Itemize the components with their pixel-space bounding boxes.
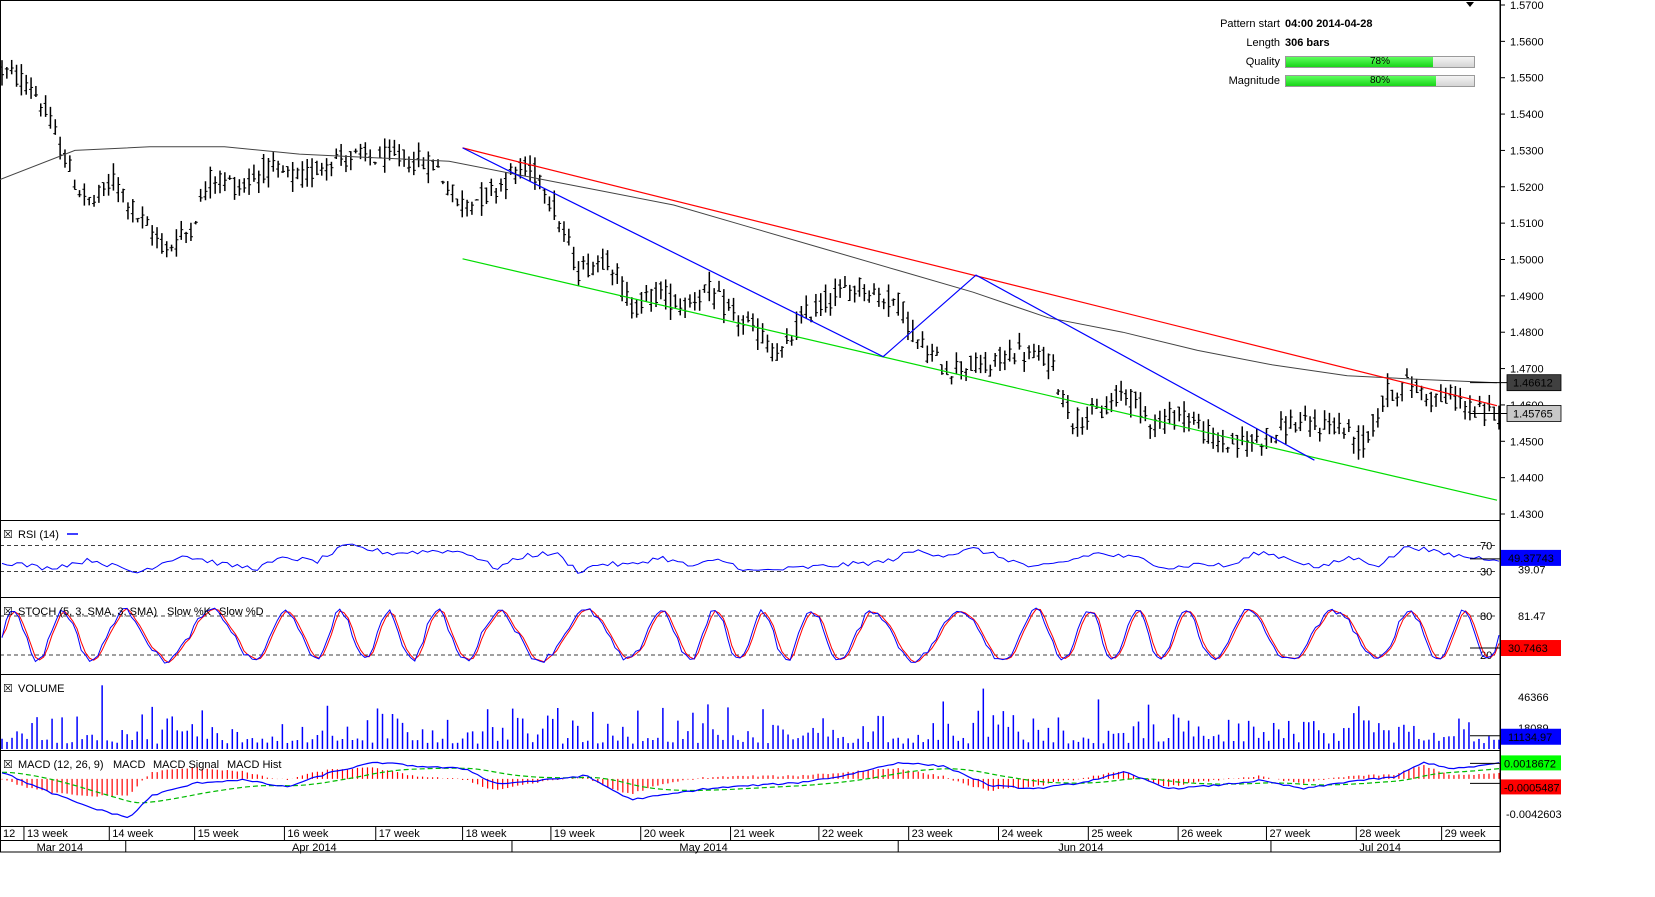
quality-bar-fill	[1286, 57, 1433, 67]
zigzag-line	[462, 147, 1315, 461]
macd-legend-macd: MACD	[113, 759, 145, 771]
price-y-tick-label-8: 1.4900	[1510, 291, 1544, 303]
price-y-tick-label-10: 1.4700	[1510, 364, 1544, 376]
price-y-tick-label-9: 1.4800	[1510, 327, 1544, 339]
x-tick-label-13: 25 week	[1091, 828, 1132, 840]
magnitude-text: 80%	[1369, 75, 1390, 86]
candles-group	[0, 59, 1501, 460]
volume-close-icon: ☒	[3, 683, 13, 695]
length-row: Length 306 bars	[1190, 35, 1490, 53]
macd-legend-signal: MACD Signal	[153, 759, 219, 771]
price-y-tick-label-4: 1.5300	[1510, 145, 1544, 157]
month-label-1: Apr 2014	[292, 842, 337, 854]
x-tick-label-0: 12	[3, 828, 15, 840]
volume-value-badge-bg	[1501, 728, 1561, 745]
macd-signal-badge-bg	[1501, 779, 1561, 795]
support-trend-line	[462, 258, 1498, 501]
price-y-tick-label-6: 1.5100	[1510, 218, 1544, 230]
magnitude-bar: 80%	[1285, 75, 1475, 87]
macd-panel-title: MACD (12, 26, 9)	[18, 759, 104, 771]
stoch-level-label-0: 80	[1480, 611, 1492, 623]
x-tick-label-15: 27 week	[1269, 828, 1310, 840]
quality-text: 78%	[1369, 56, 1390, 67]
x-tick-label-4: 16 week	[287, 828, 328, 840]
price-y-tick-label-2: 1.5500	[1510, 73, 1544, 85]
quality-label: Quality	[1245, 56, 1280, 68]
x-tick-label-16: 28 week	[1359, 828, 1400, 840]
volume-right-label-0: 46366	[1518, 692, 1549, 704]
month-label-4: Jul 2014	[1359, 842, 1401, 854]
price-y-tick-label-7: 1.5000	[1510, 255, 1544, 267]
moving-average-line	[0, 146, 1498, 384]
volume-panel-title: VOLUME	[18, 683, 64, 695]
magnitude-label: Magnitude	[1228, 75, 1280, 87]
price-y-tick-label-13: 1.4400	[1510, 473, 1544, 485]
magnitude-bar-fill	[1286, 76, 1437, 86]
x-tick-label-14: 26 week	[1181, 828, 1222, 840]
volume-bars-group	[1, 685, 1500, 749]
stoch-value-badge-text: 30.7463	[1508, 643, 1548, 655]
rsi-right-label-1: 39.07	[1518, 565, 1546, 577]
x-tick-label-3: 15 week	[198, 828, 239, 840]
macd-value-badge-text: 0.0018672	[1504, 758, 1556, 770]
price-y-tick-label-12: 1.4500	[1510, 436, 1544, 448]
stoch-value-badge-bg	[1501, 640, 1561, 657]
price-y-tick-label-5: 1.5200	[1510, 182, 1544, 194]
x-tick-label-12: 24 week	[1001, 828, 1042, 840]
month-label-3: Jun 2014	[1058, 842, 1103, 854]
current-price-badge-text: 1.45765	[1513, 408, 1553, 420]
pattern-start-label: Pattern start	[1220, 18, 1280, 30]
macd-close-icon: ☒	[3, 759, 13, 771]
macd-signal-badge-text: -0.0005487	[1504, 782, 1560, 794]
x-tick-label-7: 19 week	[554, 828, 595, 840]
stoch-legend-d: Slow %D	[219, 606, 264, 618]
x-tick-label-8: 20 week	[644, 828, 685, 840]
month-label-0: Mar 2014	[37, 842, 83, 854]
x-tick-label-17: 29 week	[1445, 828, 1486, 840]
stoch-close-icon: ☒	[3, 606, 13, 618]
macd-signal-line	[1, 767, 1500, 804]
price-y-tick-label-1: 1.5600	[1510, 36, 1544, 48]
pattern-start-value: 04:00 2014-04-28	[1285, 18, 1373, 30]
rsi-value-badge-bg	[1501, 549, 1561, 566]
macd-legend-hist: MACD Hist	[227, 759, 281, 771]
x-tick-label-1: 13 week	[27, 828, 68, 840]
stoch-legend-k: Slow %K	[167, 606, 212, 618]
macd-value-badge-bg	[1501, 755, 1561, 771]
stoch-k-line	[1, 607, 1500, 664]
price-y-tick-label-14: 1.4300	[1510, 509, 1544, 521]
macd-hist-group	[1, 765, 1500, 797]
rsi-level-label-0: 70	[1480, 541, 1492, 553]
stoch-panel-title: STOCH (5, 3, SMA, 3, SMA)	[18, 606, 157, 618]
length-value: 306 bars	[1285, 37, 1330, 49]
rsi-line	[1, 543, 1500, 574]
x-tick-label-5: 17 week	[379, 828, 420, 840]
stoch-right-label-0: 81.47	[1518, 611, 1546, 623]
length-label: Length	[1246, 37, 1280, 49]
ma-value-badge-text: 1.46612	[1513, 378, 1553, 390]
x-tick-label-9: 21 week	[734, 828, 775, 840]
pattern-start-row: Pattern start 04:00 2014-04-28	[1190, 16, 1490, 34]
x-tick-label-2: 14 week	[112, 828, 153, 840]
outer-frame	[0, 0, 1501, 853]
rsi-level-label-1: 30	[1480, 567, 1492, 579]
quality-bar: 78%	[1285, 56, 1475, 68]
rsi-panel-title: RSI (14)	[18, 529, 59, 541]
price-y-tick-label-0: 1.5700	[1510, 0, 1544, 12]
x-tick-label-10: 22 week	[822, 828, 863, 840]
magnitude-row: Magnitude 80%	[1190, 73, 1490, 91]
dropdown-arrow-icon	[1466, 2, 1474, 7]
month-label-2: May 2014	[679, 842, 727, 854]
price-y-tick-label-3: 1.5400	[1510, 109, 1544, 121]
rsi-value-badge-text: 49.37743	[1508, 553, 1554, 565]
x-tick-label-6: 18 week	[466, 828, 507, 840]
macd-right-label-0: -0.0042603	[1506, 809, 1562, 821]
x-tick-label-11: 23 week	[912, 828, 953, 840]
rsi-close-icon: ☒	[3, 529, 13, 541]
macd-line	[1, 761, 1500, 819]
quality-row: Quality 78%	[1190, 54, 1490, 72]
volume-value-badge-text: 11134.97	[1508, 732, 1552, 744]
